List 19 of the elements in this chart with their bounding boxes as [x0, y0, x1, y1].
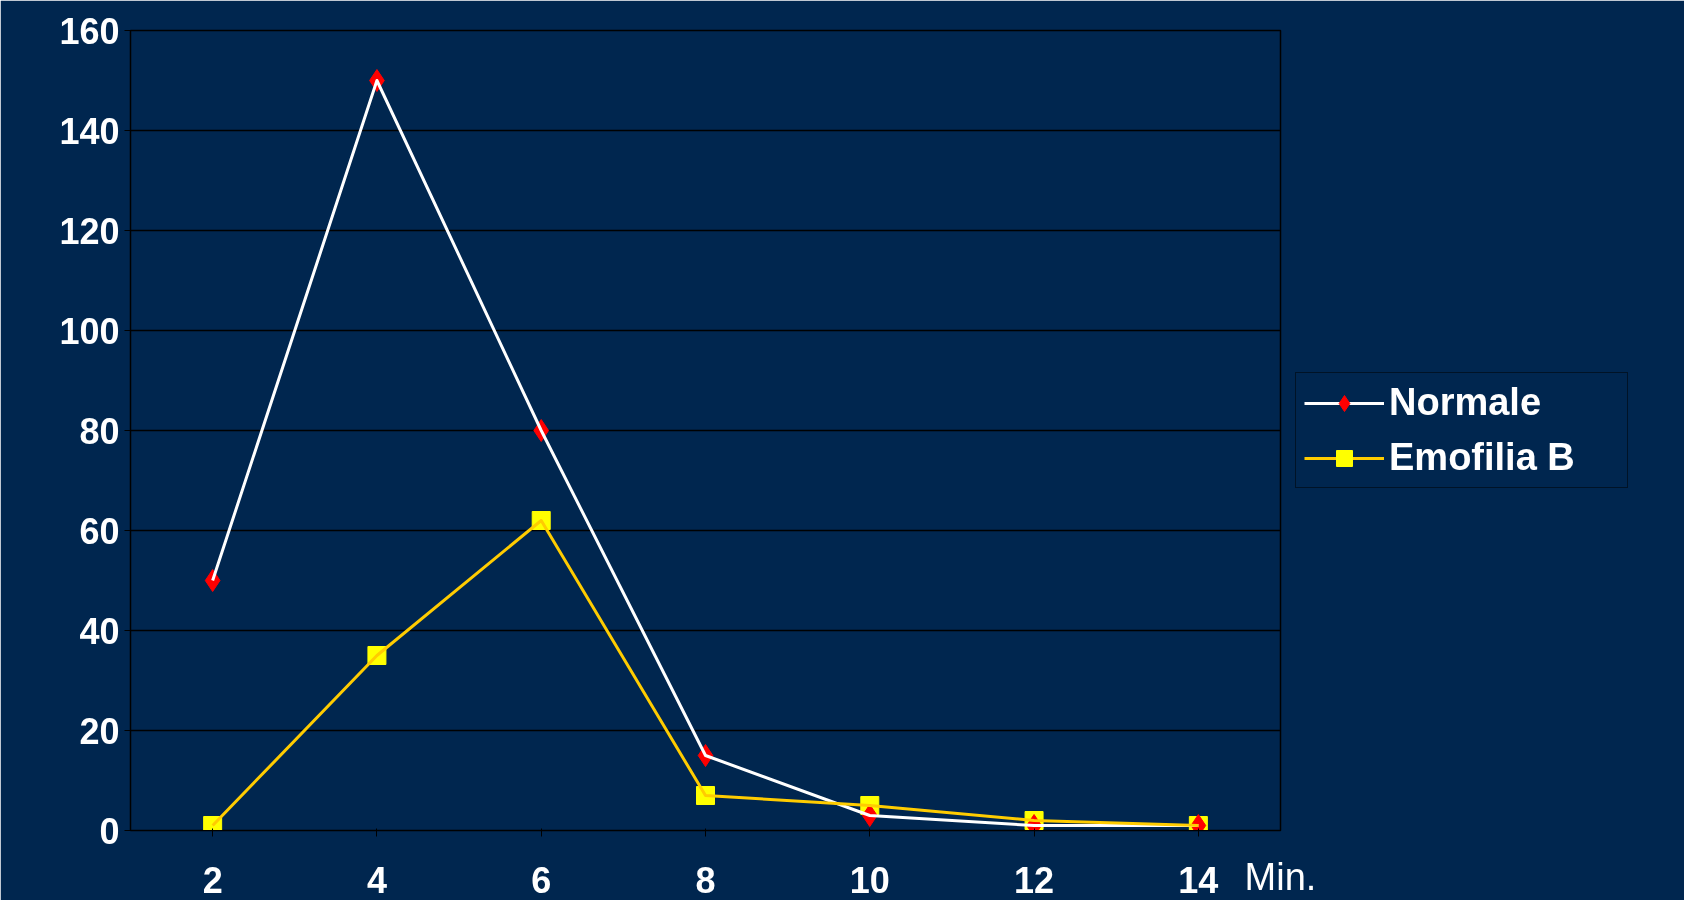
x-axis-title: Min.	[1244, 855, 1317, 898]
y-tick-label: 60	[79, 510, 120, 552]
y-tick-label: 120	[59, 210, 120, 252]
x-tick-label: 10	[849, 859, 890, 901]
y-tick-label: 0	[99, 810, 120, 852]
x-tick-label: 8	[695, 859, 716, 901]
legend-label: Normale	[1389, 381, 1543, 424]
y-tick-label: 100	[59, 310, 120, 352]
legend-label: Emofilia B	[1389, 436, 1576, 479]
y-tick-label: 40	[79, 610, 120, 652]
x-tick-label: 12	[1014, 859, 1055, 901]
y-tick-label: 80	[79, 410, 120, 452]
x-tick-label: 2	[202, 859, 223, 901]
x-tick-label: 6	[531, 859, 552, 901]
y-tick-label: 20	[79, 710, 120, 752]
y-tick-label: 140	[59, 110, 120, 152]
x-tick-label: 14	[1178, 859, 1219, 901]
y-tick-label: 160	[59, 10, 120, 52]
x-tick-label: 4	[366, 859, 387, 901]
